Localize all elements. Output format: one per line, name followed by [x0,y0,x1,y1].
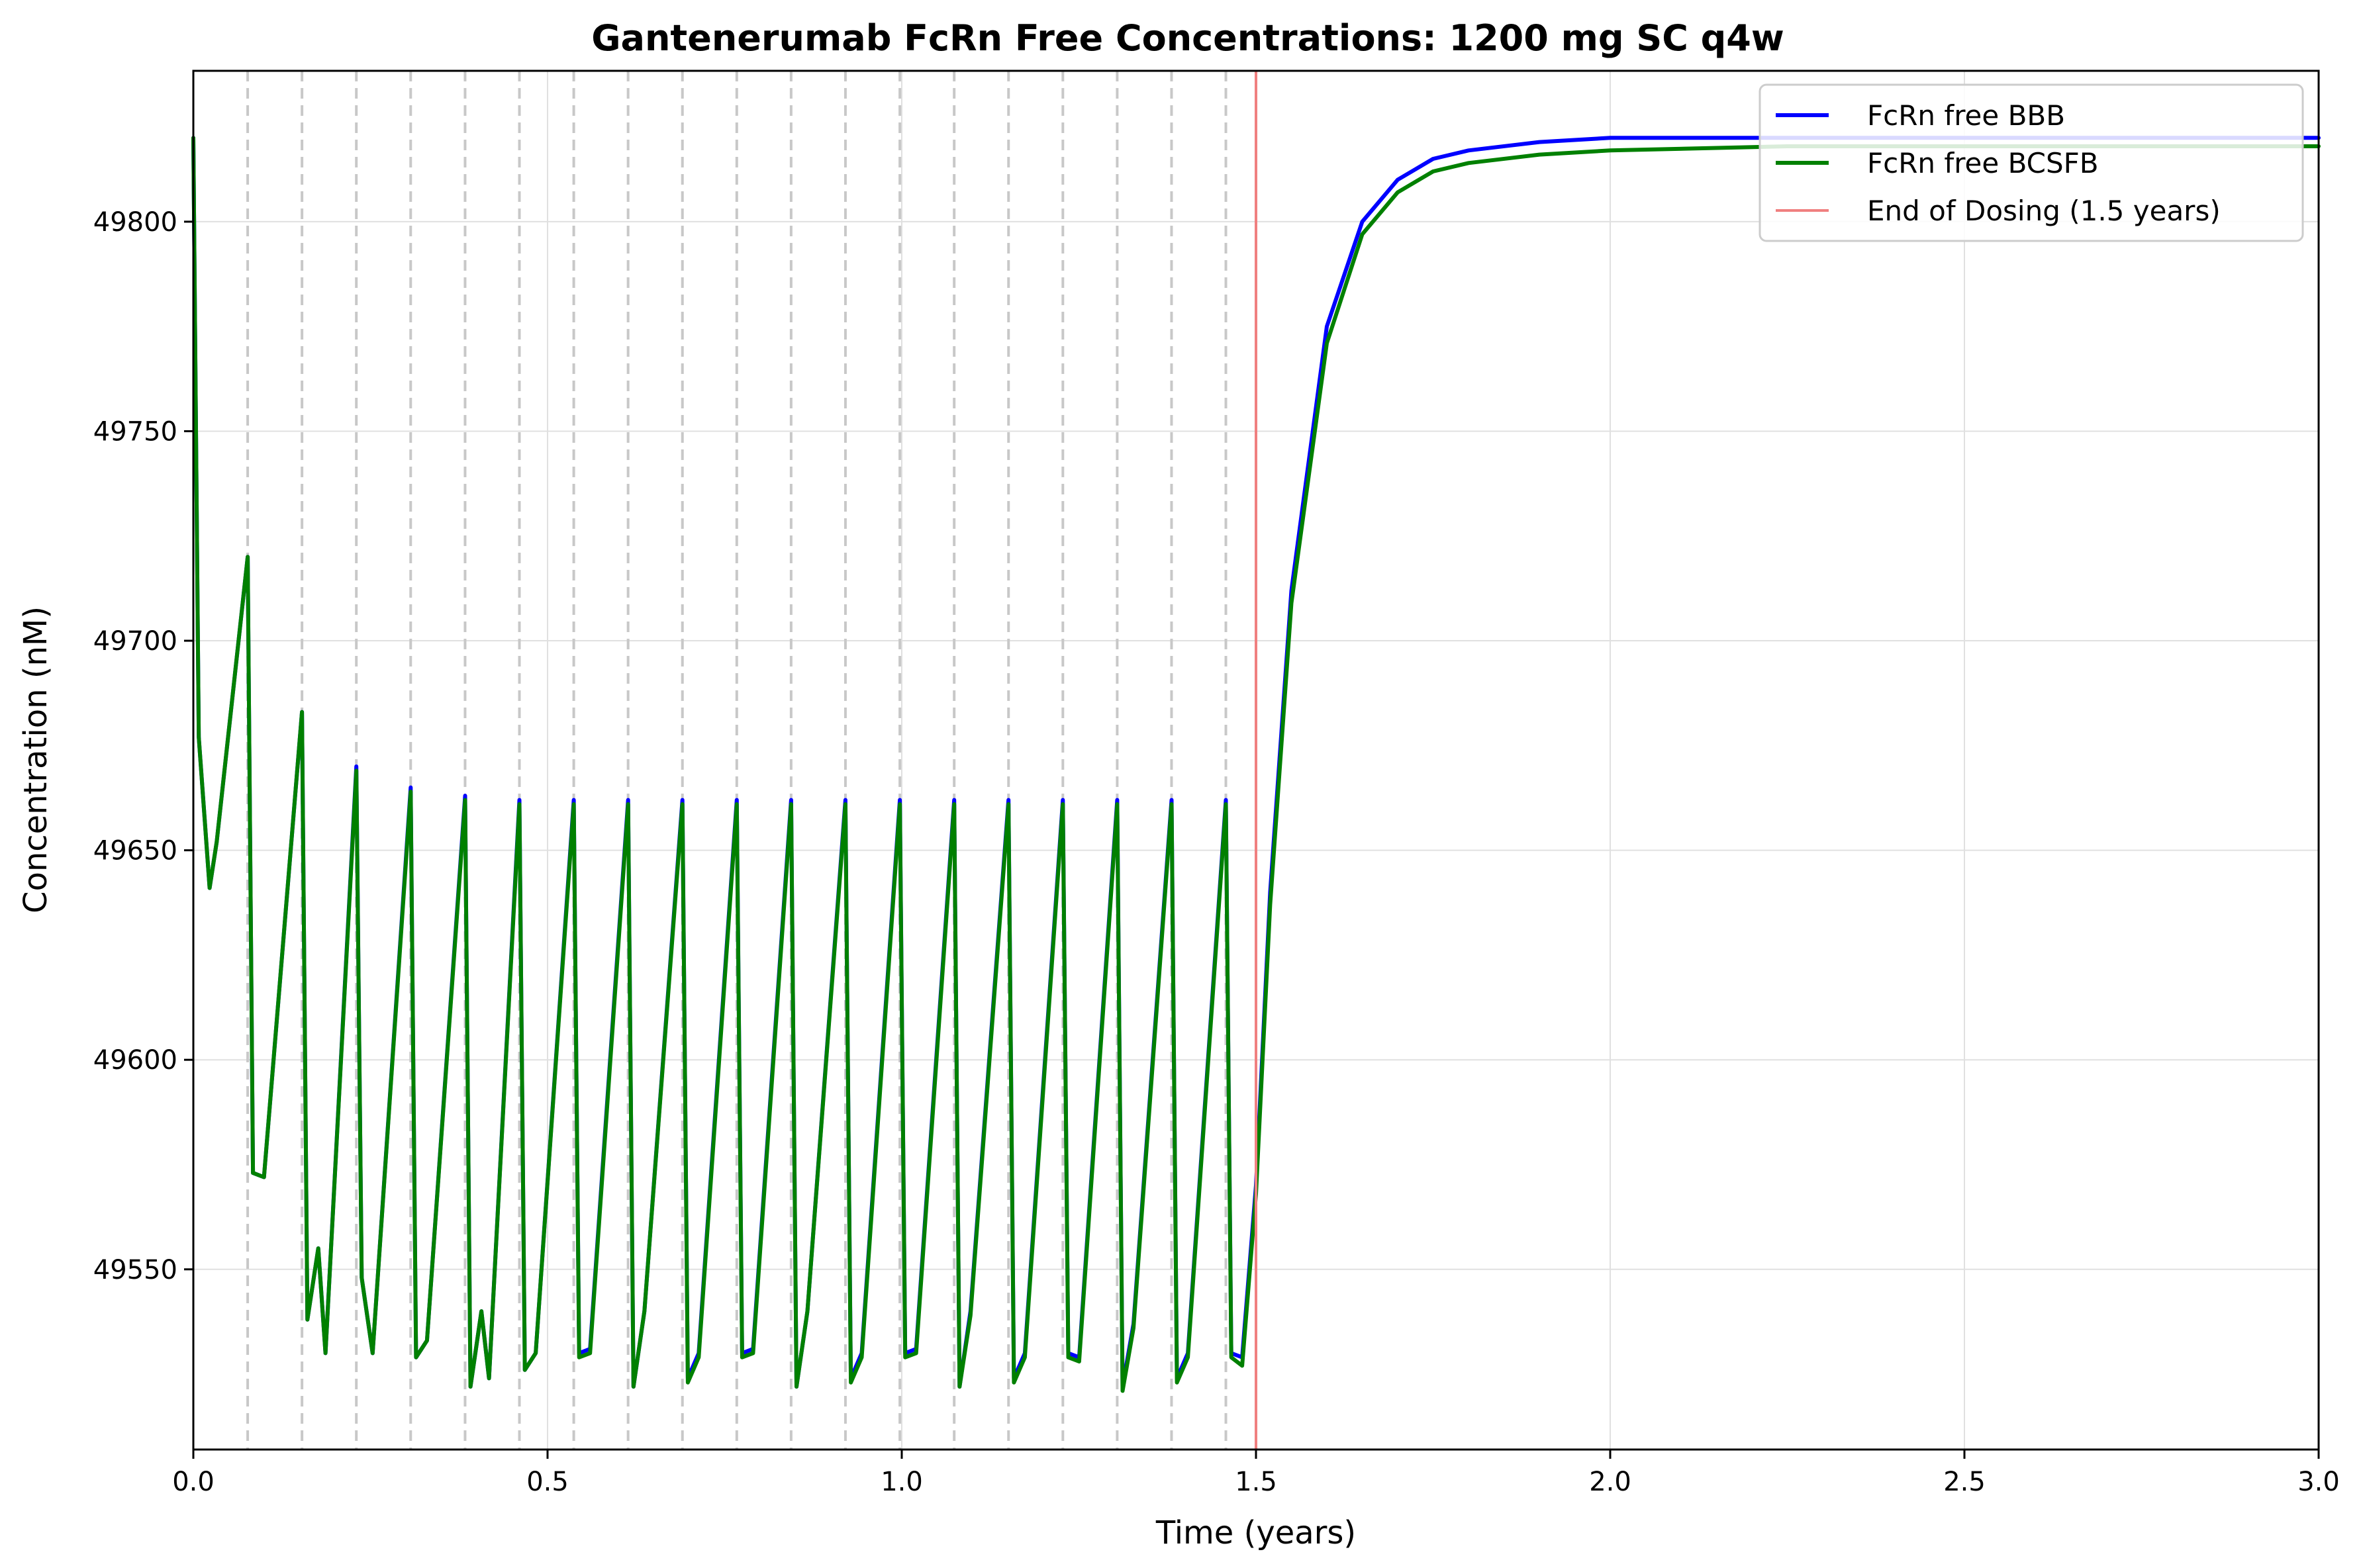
x-tick-label: 2.5 [1943,1467,1986,1497]
y-tick-label: 49600 [93,1045,177,1076]
y-tick-label: 49700 [93,626,177,657]
y-tick-label: 49550 [93,1255,177,1285]
x-tick-label: 0.5 [526,1467,569,1497]
y-tick-label: 49750 [93,416,177,447]
chart-title: Gantenerumab FcRn Free Concentrations: 1… [591,17,1784,59]
legend-label-bcsfb: FcRn free BCSFB [1867,147,2099,179]
series-layer [191,71,2321,1450]
x-tick-label: 0.0 [172,1467,215,1497]
y-tick-label: 49650 [93,836,177,866]
x-tick-label: 3.0 [2297,1467,2340,1497]
y-axis-label: Concentration (nM) [17,606,54,913]
legend: FcRn free BBB FcRn free BCSFB End of Dos… [1759,83,2304,242]
x-tick-label: 1.5 [1235,1467,1277,1497]
legend-label-end-of-dosing: End of Dosing (1.5 years) [1867,195,2221,227]
x-tick-label: 2.0 [1589,1467,1631,1497]
tick-layer: 0.0 0.5 1.0 1.5 2.0 2.5 3.0 49550 49600 49650 4970… [93,207,2340,1497]
legend-box [1759,83,2304,242]
series-line-bcsfb [191,136,2321,1393]
y-tick-label: 49800 [93,207,177,238]
x-tick-label: 1.0 [881,1467,923,1497]
legend-label-bbb: FcRn free BBB [1867,99,2065,132]
x-axis-label: Time (years) [1155,1514,1356,1551]
